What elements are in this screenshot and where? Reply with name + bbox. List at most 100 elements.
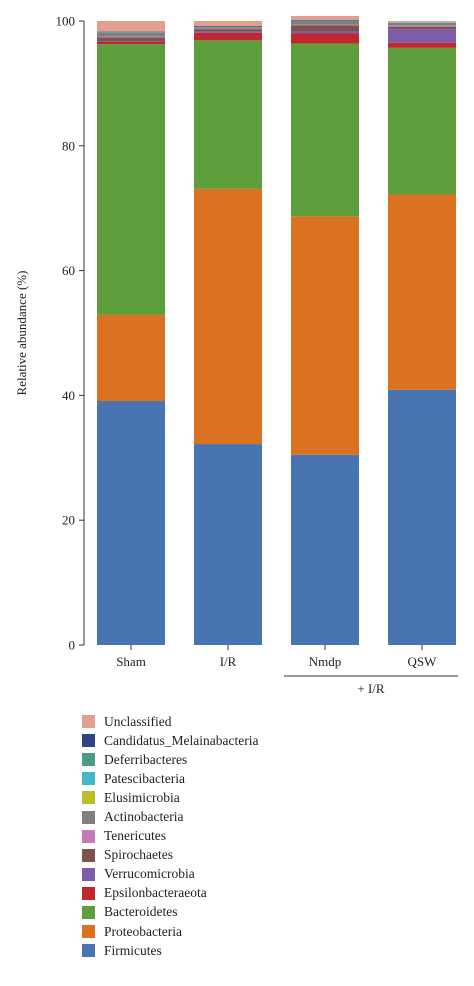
- legend-label: Epsilonbacteraeota: [104, 885, 207, 901]
- legend-item: Proteobacteria: [82, 922, 258, 941]
- legend-swatch: [82, 791, 95, 805]
- bar-segment-bacteroidetes: [291, 43, 359, 217]
- y-tick-label: 100: [56, 14, 76, 29]
- bar-segment-candidatus_melainabacteria: [194, 25, 262, 27]
- legend-label: Patescibacteria: [104, 770, 185, 786]
- x-tick-label: Sham: [116, 654, 146, 669]
- bar-segment-actinobacteria: [194, 27, 262, 29]
- bar-segment-proteobacteria: [194, 188, 262, 445]
- legend-label: Unclassified: [104, 713, 172, 729]
- bar-segment-epsilonbacteraeota: [97, 41, 165, 45]
- legend-item: Actinobacteria: [82, 807, 258, 826]
- bar-segment-deferribacteres: [97, 32, 165, 33]
- legend-label: Proteobacteria: [104, 923, 182, 939]
- bar-segment-proteobacteria: [291, 216, 359, 455]
- y-tick-label: 40: [62, 388, 75, 403]
- legend-label: Verrucomicrobia: [104, 866, 195, 882]
- legend-swatch: [82, 772, 95, 786]
- legend-label: Firmicutes: [104, 942, 162, 958]
- bar-segment-bacteroidetes: [388, 47, 456, 195]
- bar-segment-tenericutes: [291, 24, 359, 26]
- bar-segment-actinobacteria: [291, 21, 359, 25]
- legend-item: Epsilonbacteraeota: [82, 884, 258, 903]
- y-axis: 0 20 40 60 80 100: [56, 14, 85, 653]
- bar-segment-patescibacteria: [388, 22, 456, 23]
- bar-segment-verrucomicrobia: [194, 31, 262, 33]
- y-tick-label: 80: [62, 138, 75, 153]
- legend-swatch: [82, 734, 95, 748]
- bar-segment-verrucomicrobia: [97, 40, 165, 42]
- legend-label: Tenericutes: [104, 828, 167, 844]
- x-tick-label: I/R: [220, 654, 237, 669]
- bar-segment-proteobacteria: [97, 314, 165, 402]
- legend-swatch: [82, 829, 95, 843]
- legend-item: Elusimicrobia: [82, 788, 258, 807]
- stacked-bar-chart: 0 20 40 60 80 100 Sham I/R Nmdp QSW Relative abu…: [14, 14, 458, 696]
- y-tick-label: 60: [62, 263, 75, 278]
- bar-segment-tenericutes: [97, 36, 165, 38]
- legend-label: Actinobacteria: [104, 809, 184, 825]
- legend-item: Deferribacteres: [82, 750, 258, 769]
- bar-segment-firmicutes: [291, 454, 359, 645]
- bar-segment-unclassified: [97, 21, 165, 32]
- legend-label: Elusimicrobia: [104, 789, 180, 805]
- bar-segment-epsilonbacteraeota: [388, 42, 456, 48]
- legend-swatch: [82, 715, 95, 729]
- legend-item: Verrucomicrobia: [82, 865, 258, 884]
- bar-segment-verrucomicrobia: [291, 30, 359, 34]
- bar-segment-unclassified: [194, 21, 262, 26]
- bar-segment-firmicutes: [388, 389, 456, 645]
- legend-item: Candidatus_Melainabacteria: [82, 731, 258, 750]
- bar-segment-verrucomicrobia: [388, 29, 456, 43]
- bar-segment-spirochaetes: [194, 29, 262, 32]
- legend-swatch: [82, 925, 95, 939]
- bar-segment-deferribacteres: [194, 26, 262, 28]
- bar-segment-deferribacteres: [291, 20, 359, 21]
- y-axis-title: Relative abundance (%): [14, 271, 29, 396]
- legend-item: Patescibacteria: [82, 769, 258, 788]
- legend: Unclassified Candidatus_Melainabacteria De…: [82, 712, 258, 960]
- group-bracket: + I/R: [284, 675, 458, 696]
- bar-segment-bacteroidetes: [194, 40, 262, 189]
- bar-segment-spirochaetes: [291, 25, 359, 31]
- bar-segment-candidatus_melainabacteria: [291, 19, 359, 21]
- legend-item: Spirochaetes: [82, 846, 258, 865]
- x-axis: Sham I/R Nmdp QSW: [116, 645, 437, 669]
- bar-segment-firmicutes: [194, 444, 262, 645]
- bar-segment-bacteroidetes: [97, 44, 165, 315]
- bar-segment-epsilonbacteraeota: [291, 33, 359, 44]
- bar-segment-tenericutes: [194, 28, 262, 30]
- legend-swatch: [82, 944, 95, 958]
- bar-segment-firmicutes: [97, 401, 165, 645]
- x-tick-label: Nmdp: [309, 654, 342, 669]
- legend-item: Tenericutes: [82, 827, 258, 846]
- bar-segment-candidatus_melainabacteria: [97, 31, 165, 33]
- bar-segment-unclassified: [388, 21, 456, 23]
- bars-group: [97, 16, 456, 645]
- legend-item: Firmicutes: [82, 941, 258, 960]
- legend-item: Unclassified: [82, 712, 258, 731]
- legend-item: Bacteroidetes: [82, 903, 258, 922]
- bar-segment-epsilonbacteraeota: [194, 32, 262, 41]
- legend-swatch: [82, 753, 95, 767]
- legend-swatch: [82, 886, 95, 900]
- bar-segment-tenericutes: [388, 25, 456, 27]
- y-tick-label: 0: [69, 638, 76, 653]
- group-label: + I/R: [357, 681, 385, 696]
- bar-segment-actinobacteria: [388, 22, 456, 26]
- legend-label: Deferribacteres: [104, 751, 188, 767]
- bar-segment-spirochaetes: [388, 26, 456, 30]
- legend-swatch: [82, 867, 95, 881]
- x-tick-label: QSW: [408, 654, 438, 669]
- legend-swatch: [82, 905, 95, 919]
- legend-label: Spirochaetes: [104, 847, 173, 863]
- y-tick-label: 20: [62, 513, 75, 528]
- bar-segment-spirochaetes: [97, 37, 165, 41]
- bar-segment-actinobacteria: [97, 32, 165, 37]
- bar-segment-proteobacteria: [388, 194, 456, 390]
- legend-label: Candidatus_Melainabacteria: [104, 732, 259, 748]
- legend-label: Bacteroidetes: [104, 904, 178, 920]
- legend-swatch: [82, 810, 95, 824]
- bar-segment-unclassified: [291, 16, 359, 20]
- legend-swatch: [82, 848, 95, 862]
